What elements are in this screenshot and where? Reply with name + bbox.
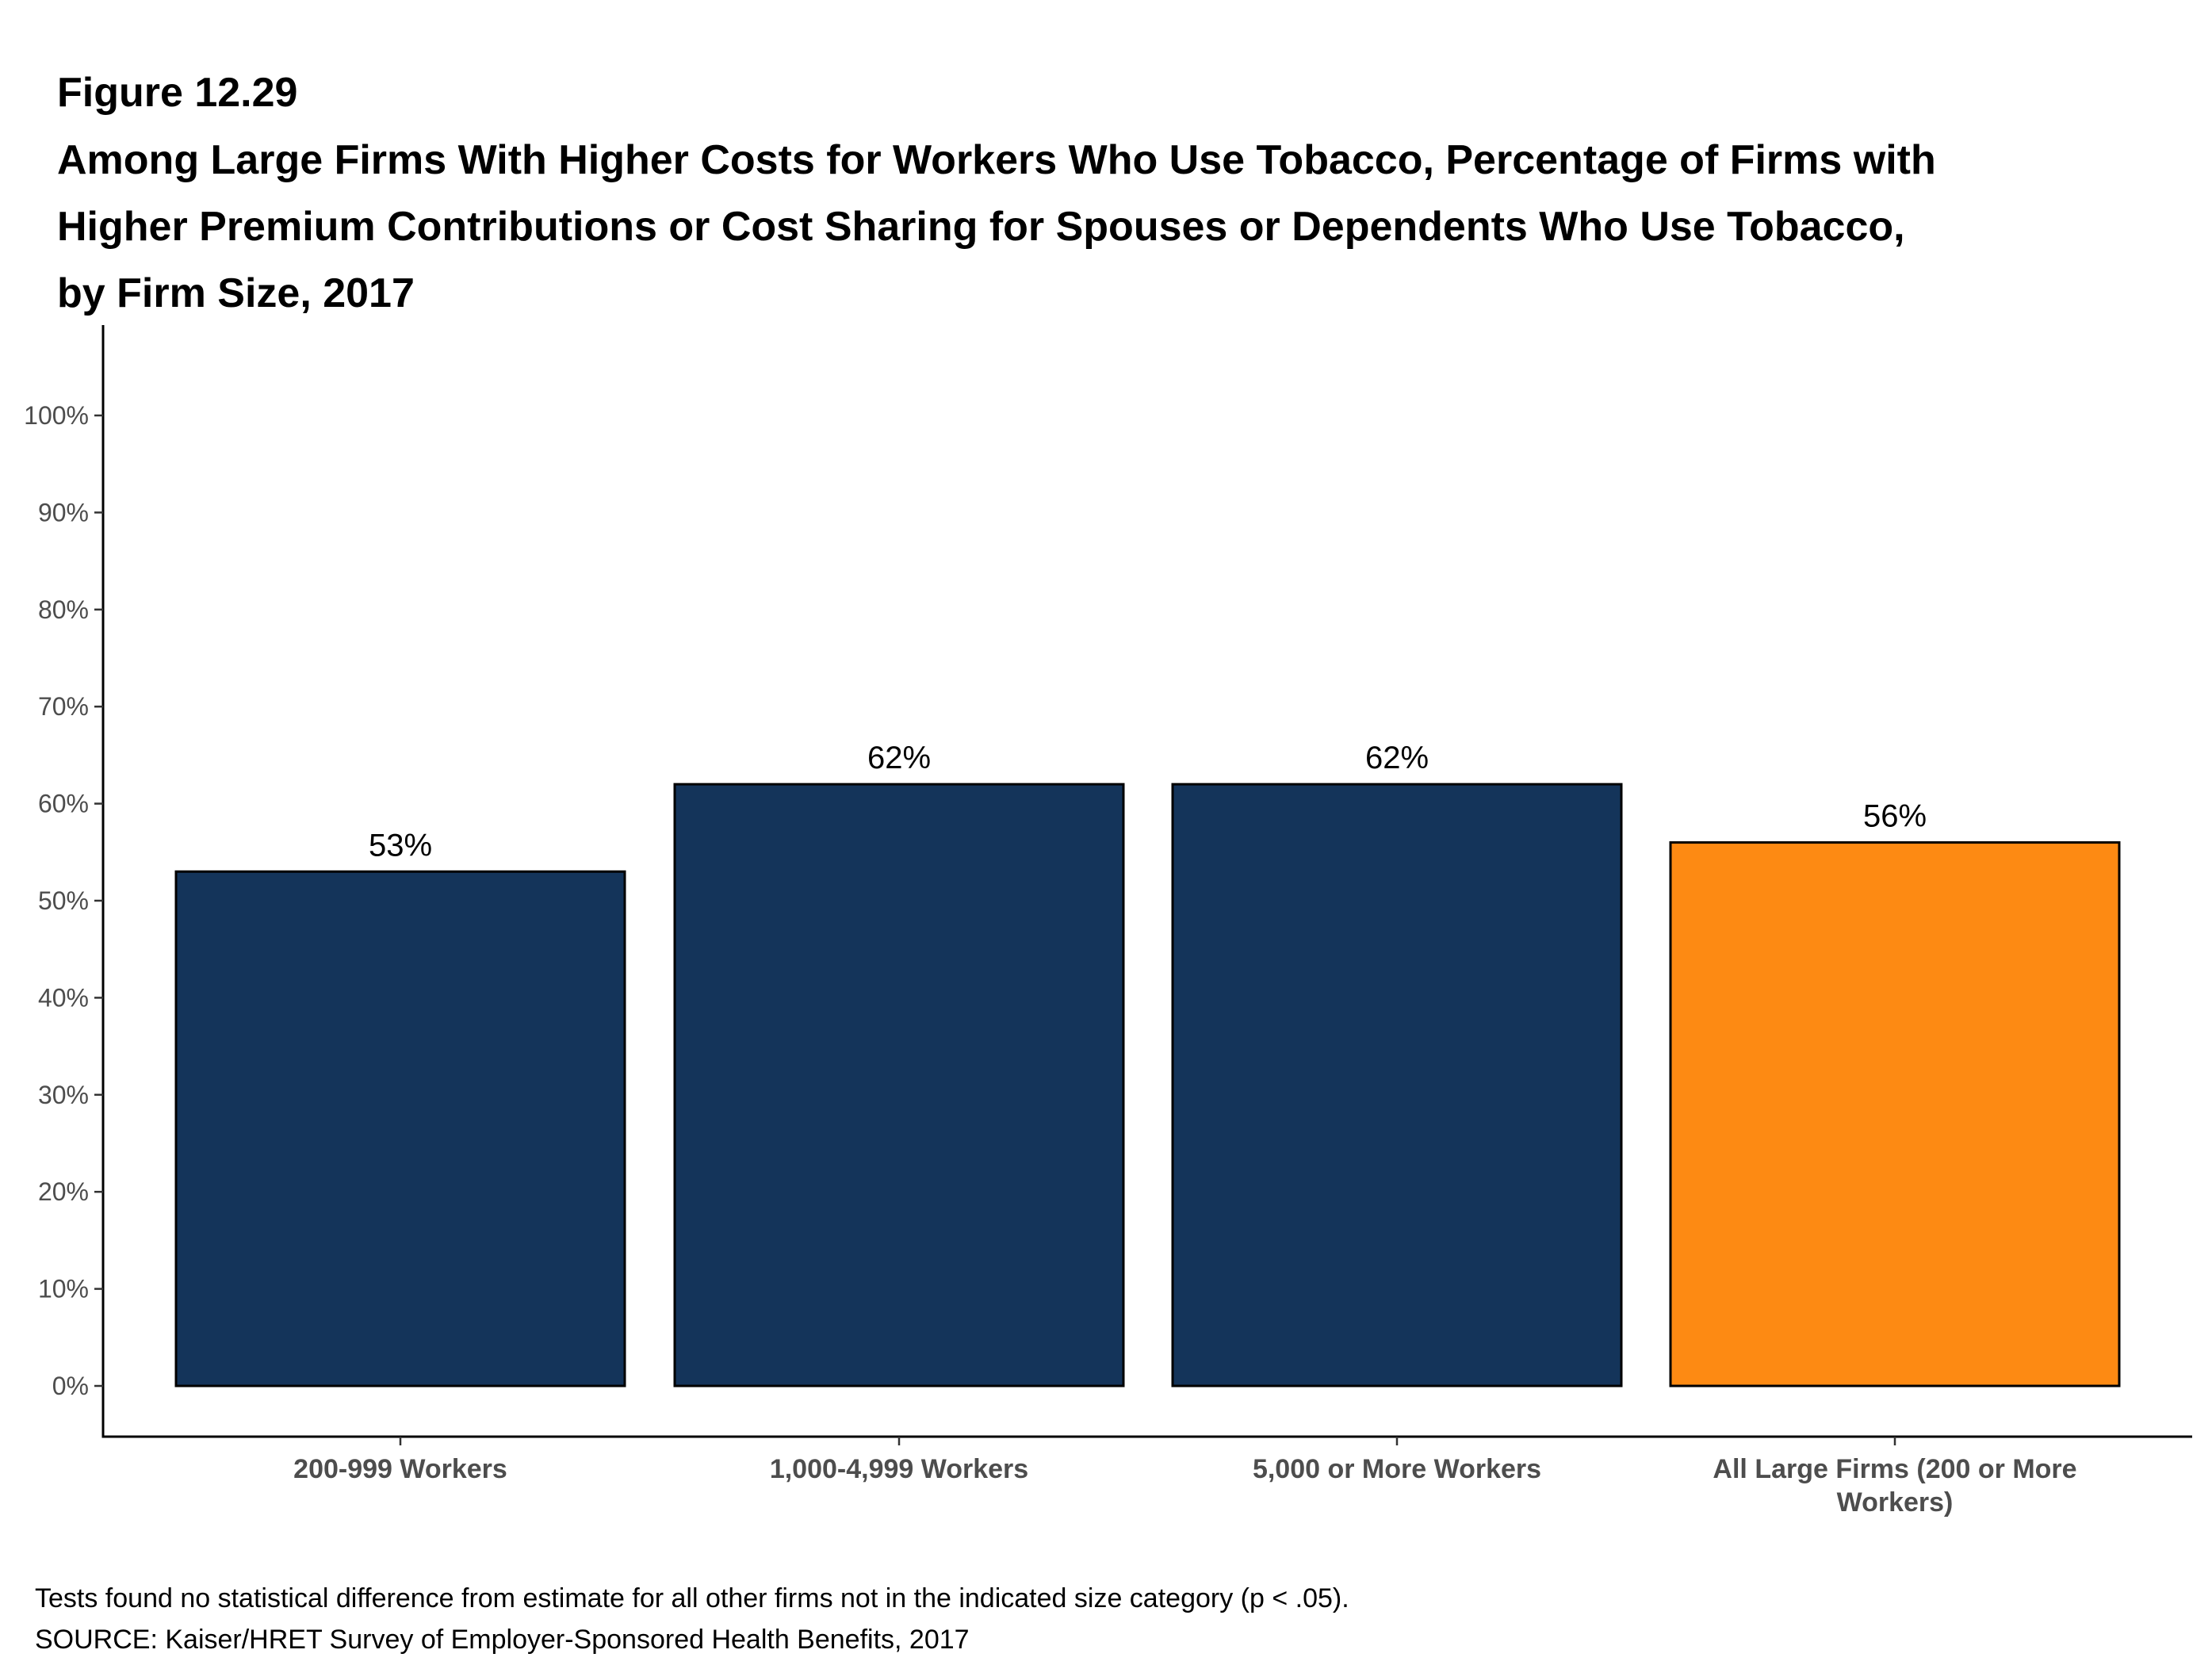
figure-title-line-1: Among Large Firms With Higher Costs for …: [57, 137, 1936, 183]
bar: [174, 870, 626, 1388]
figure-title: Among Large Firms With Higher Costs for …: [57, 127, 2118, 327]
y-tick-label: 0%: [52, 1372, 89, 1400]
y-tick-label: 30%: [38, 1081, 89, 1109]
x-tick-label: All Large Firms (200 or More: [1713, 1454, 2076, 1484]
y-tick-label: 80%: [38, 595, 89, 624]
x-tick-label: 5,000 or More Workers: [1253, 1454, 1541, 1484]
y-axis: 0% 10% 20% 30% 40% 50% 60% 70% 80% 90% 100%: [24, 325, 105, 1437]
bar-value-label: 56%: [1863, 799, 1927, 834]
bar: [1171, 783, 1623, 1388]
data-labels: 53% 62% 62% 56%: [369, 741, 1927, 863]
y-tick-label: 20%: [38, 1177, 89, 1206]
y-tick-label: 90%: [38, 498, 89, 526]
figure-label: Figure 12.29: [57, 70, 298, 116]
bar: [1669, 841, 2121, 1388]
x-axis: 200-999 Workers 1,000-4,999 Workers 5,000 …: [101, 1435, 2192, 1518]
x-tick-label: 1,000-4,999 Workers: [770, 1454, 1028, 1484]
y-tick-label: 100%: [24, 401, 89, 430]
bar-value-label: 53%: [369, 828, 432, 863]
y-tick-label: 50%: [38, 886, 89, 915]
footnote-source: SOURCE: Kaiser/HRET Survey of Employer-S…: [35, 1625, 970, 1655]
y-tick-label: 70%: [38, 692, 89, 721]
x-tick-label: Workers): [1837, 1487, 1954, 1518]
bar-value-label: 62%: [867, 741, 931, 775]
bar-value-label: 62%: [1365, 741, 1429, 775]
y-tick-label: 60%: [38, 790, 89, 818]
figure-title-line-2: Higher Premium Contributions or Cost Sha…: [57, 204, 1905, 250]
y-tick-label: 40%: [38, 983, 89, 1012]
bar: [673, 783, 1125, 1388]
y-tick-label: 10%: [38, 1275, 89, 1303]
footnote-note: Tests found no statistical difference fr…: [35, 1583, 1349, 1613]
footnotes: Tests found no statistical difference fr…: [35, 1578, 1349, 1660]
figure-title-line-3: by Firm Size, 2017: [57, 270, 415, 316]
x-tick-label: 200-999 Workers: [293, 1454, 507, 1484]
bars: [174, 783, 2121, 1388]
